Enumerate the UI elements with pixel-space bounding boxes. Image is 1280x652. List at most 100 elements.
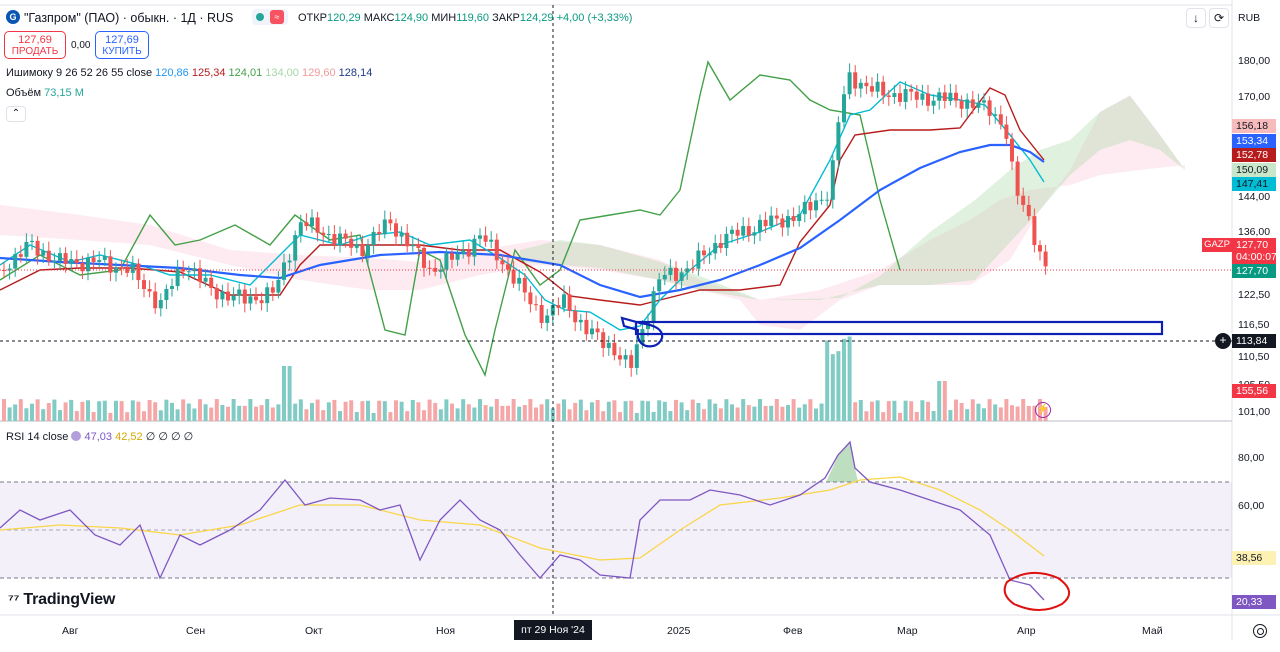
volume-bar [982, 408, 986, 421]
candle-body [410, 244, 415, 247]
volume-bar [444, 399, 449, 421]
candle-body [791, 216, 796, 222]
time-tick: Окт [305, 625, 323, 637]
volume-bar [651, 412, 656, 421]
add-level-icon[interactable]: + [1215, 333, 1231, 349]
candle-body [97, 259, 102, 262]
sell-price: 127,69 [18, 34, 52, 46]
user-rectangle-drawing [634, 320, 1164, 336]
candle-body [584, 319, 589, 335]
candle-body [158, 300, 163, 309]
volume-bar [108, 412, 113, 421]
candle-body [769, 215, 774, 227]
candle-body [265, 287, 270, 304]
volume-bar [679, 402, 684, 421]
volume-bar [181, 399, 186, 421]
candle-body [517, 277, 522, 284]
candles [2, 63, 1048, 377]
rsi-value: 47,03 [84, 431, 113, 443]
candle-body [651, 291, 656, 322]
volume-bar [662, 401, 667, 421]
ichimoku-legend[interactable]: Ишимоку 9 26 52 26 55 close 120,86 125,3… [6, 67, 372, 79]
rsi-settings-icon[interactable] [71, 431, 82, 441]
volume-bar [517, 406, 522, 421]
volume-bar [332, 399, 337, 421]
volume-bar [304, 409, 309, 421]
price-tick: 136,00 [1238, 226, 1270, 238]
volume-bar [758, 399, 762, 421]
ohlc-readout: ОТКР120,29 МАКС124,90 МИН119,60 ЗАКР124,… [298, 12, 633, 24]
candle-body [86, 257, 90, 272]
candle-body [870, 86, 874, 92]
volume-bar [248, 399, 253, 421]
volume-bar [830, 354, 835, 421]
candle-body [679, 272, 684, 281]
candle-body [522, 277, 527, 293]
volume-legend[interactable]: Объём 73,15 M [6, 87, 84, 99]
candle-body [354, 244, 359, 248]
candle-body [282, 262, 286, 280]
volume-bar [584, 410, 589, 421]
lightning-icon[interactable]: ⚡ [1035, 402, 1051, 418]
volume-bar [965, 409, 970, 421]
rsi-empty-values: ∅ ∅ ∅ ∅ [145, 431, 194, 443]
volume-bar [349, 400, 354, 421]
candle-body [886, 95, 891, 98]
volume-bar [343, 401, 348, 421]
gear-icon[interactable] [1253, 624, 1267, 638]
candle-body [595, 328, 600, 333]
volume-bar [321, 410, 326, 421]
candle-body [892, 93, 897, 98]
candle-body [315, 217, 320, 233]
volume-bar [13, 404, 18, 421]
candle-body [80, 263, 85, 272]
collapse-legend-button[interactable]: ⌃ [6, 106, 26, 122]
candle-body [976, 102, 981, 108]
sell-label: ПРОДАТЬ [11, 46, 59, 57]
volume-bar [450, 403, 454, 421]
ichimoku-conversion-line [0, 81, 1045, 331]
candle-body [914, 91, 919, 100]
candle-body [170, 286, 174, 289]
volume-bar [814, 408, 818, 421]
volume-bar [282, 366, 286, 421]
volume-bar [998, 407, 1003, 421]
volume-bar [158, 410, 163, 421]
volume-bar [494, 399, 499, 421]
volume-bar [399, 401, 404, 421]
volume-bar [702, 409, 706, 421]
candle-body [41, 250, 46, 256]
volume-bar [472, 407, 477, 421]
volume-bar [405, 411, 410, 421]
tradingview-logo[interactable]: ⁷⁷ TradingView [8, 591, 115, 609]
currency-label[interactable]: RUB [1238, 12, 1261, 24]
rsi-legend[interactable]: RSI 14 close 47,03 42,52 ∅ ∅ ∅ ∅ [6, 430, 193, 443]
volume-bar [287, 366, 292, 421]
rsi-ma-value: 42,52 [115, 431, 143, 443]
candle-body [937, 92, 942, 101]
sell-button[interactable]: 127,69 ПРОДАТЬ [4, 31, 66, 59]
candle-body [1010, 138, 1014, 162]
candle-body [724, 233, 729, 249]
buy-button[interactable]: 127,69 КУПИТЬ [95, 31, 149, 59]
price-tick: 122,50 [1238, 289, 1270, 301]
candle-body [534, 304, 538, 306]
candle-body [903, 89, 908, 102]
volume-bar [394, 400, 398, 421]
moving-average-line [0, 143, 1045, 299]
volume-bar [898, 412, 902, 421]
arrow-down-icon[interactable]: ↓ [1186, 8, 1206, 28]
candle-body [718, 243, 723, 249]
volume-bar [970, 399, 975, 421]
tradingview-mark-icon: ⁷⁷ [8, 591, 20, 607]
candle-body [226, 291, 230, 301]
candle-body [847, 72, 852, 95]
candle-body [321, 232, 326, 236]
symbol-title[interactable]: "Газпром" (ПАО) · обыкн. · 1Д · RUS [24, 11, 234, 25]
time-tick: Фев [783, 625, 803, 637]
refresh-icon[interactable]: ⟳ [1209, 8, 1229, 28]
candle-body [231, 295, 236, 301]
volume-bar [858, 399, 863, 421]
candle-body [562, 294, 566, 308]
